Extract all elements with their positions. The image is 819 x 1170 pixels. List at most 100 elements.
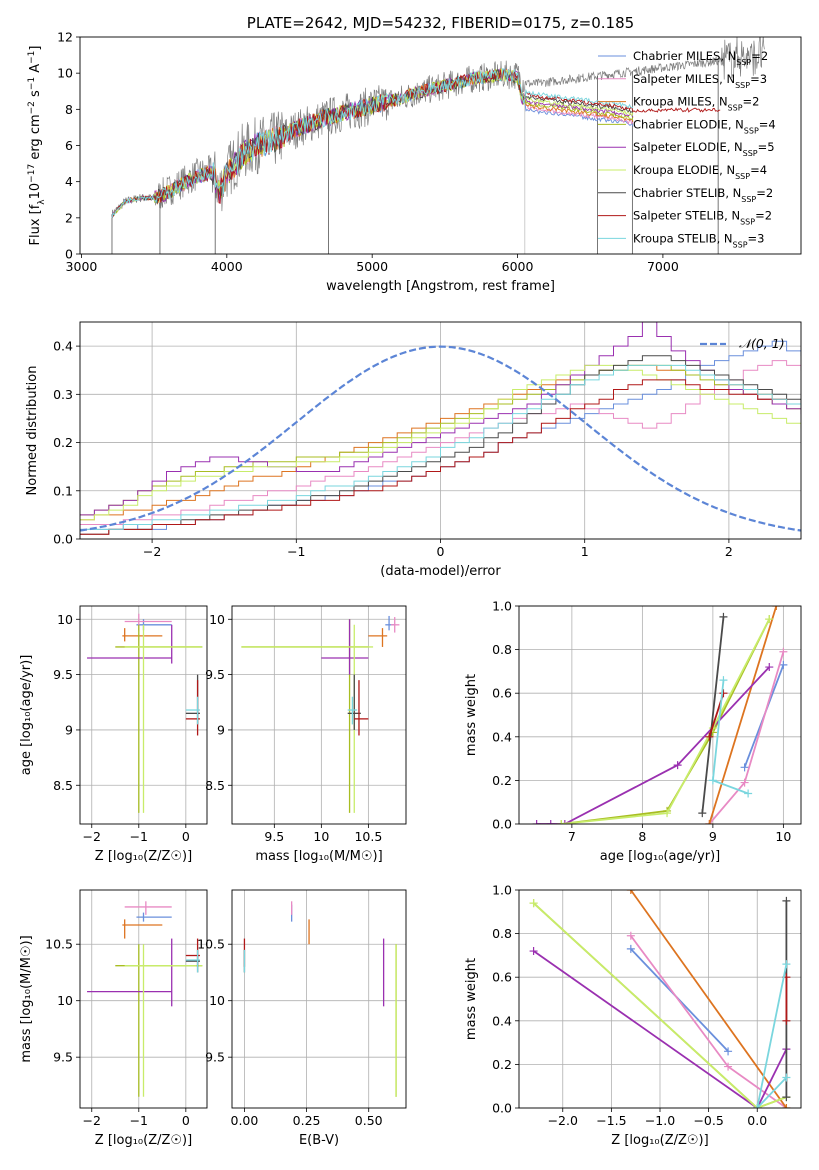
age-vs-z-axes: −2 −1 0 8.5 9 9.5 10 Z [log₁₀(Z/Z☉)] age [log₁₀(… bbox=[19, 606, 207, 864]
weight-marker bbox=[744, 789, 753, 798]
x-axis-label: (data-model)/error bbox=[380, 564, 501, 579]
y-tick-label: 9.5 bbox=[205, 667, 225, 682]
y-tick-label: 12 bbox=[57, 30, 73, 45]
legend-label-text: Chabrier STELIB, N bbox=[633, 186, 741, 200]
x-tick-label: 9.5 bbox=[264, 829, 284, 844]
legend-label: Chabrier STELIB, NSSP=2 bbox=[633, 186, 773, 204]
legend-label-text: Kroupa MILES, N bbox=[633, 95, 728, 109]
histogram-chabrier-stelib bbox=[80, 355, 801, 535]
x-tick-label: −2.0 bbox=[548, 1113, 578, 1128]
weight-marker bbox=[782, 960, 791, 969]
y-axis-label: mass weight bbox=[464, 958, 479, 1040]
histogram-chabrier-miles bbox=[80, 340, 801, 530]
errorbar-kroupa-stelib bbox=[347, 696, 358, 725]
x-tick-label: 0 bbox=[437, 544, 445, 559]
y-tick-label: 10.5 bbox=[45, 937, 73, 952]
weight-marker bbox=[532, 820, 541, 824]
weight-line bbox=[533, 950, 788, 1108]
errorbar-kroupa-elodie bbox=[124, 944, 203, 1097]
y-tick-label: 9.5 bbox=[205, 1050, 225, 1065]
y-tick-label: 0.6 bbox=[492, 970, 512, 985]
weight-marker bbox=[719, 612, 728, 621]
weight-marker bbox=[626, 944, 635, 953]
weight-marker bbox=[560, 820, 569, 824]
x-tick-label: −0.5 bbox=[693, 1113, 723, 1128]
legend-label-suffix: =2 bbox=[751, 49, 768, 63]
x-tick-label: 1 bbox=[581, 544, 589, 559]
weight-line bbox=[701, 616, 725, 814]
y-tick-label: 10 bbox=[57, 66, 73, 81]
legend-label-sub: SSP bbox=[740, 217, 755, 226]
errorbar-kroupa-stelib bbox=[185, 949, 200, 973]
y-tick-label: 2 bbox=[65, 210, 73, 225]
y-tick-label: 0.4 bbox=[492, 729, 512, 744]
errorbar-kroupa-elodie bbox=[124, 624, 203, 813]
age-vs-mass-frame bbox=[231, 605, 407, 825]
y-tick-label: 0.2 bbox=[492, 773, 512, 788]
y-tick-label: 8.5 bbox=[205, 778, 225, 793]
y-label-part: Flux [f bbox=[28, 204, 43, 245]
y-tick-label: 0.8 bbox=[492, 926, 512, 941]
x-axis-label: Z [log₁₀(Z/Z☉)] bbox=[95, 1133, 192, 1148]
errorbar-salpeter-elodie bbox=[87, 938, 173, 1007]
mass-vs-z-axes: −2 −1 0 9.5 10 10.5 Z [log₁₀(Z/Z☉)] mass [log₁₀… bbox=[19, 890, 207, 1148]
weight-marker bbox=[782, 1073, 791, 1082]
y-label-part: A bbox=[28, 64, 43, 77]
y-tick-label: 0.2 bbox=[492, 1057, 512, 1072]
x-tick-label: 0 bbox=[182, 1113, 190, 1128]
x-tick-label: 10.5 bbox=[354, 829, 382, 844]
y-tick-label: 6 bbox=[65, 138, 73, 153]
y-tick-label: 10 bbox=[57, 612, 73, 627]
y-axis-label: mass [log₁₀(M/M☉)] bbox=[19, 935, 34, 1062]
weight-marker bbox=[698, 809, 707, 818]
weight-marker bbox=[529, 899, 538, 908]
weight-marker bbox=[724, 1062, 733, 1071]
x-axis-label: Z [log₁₀(Z/Z☉)] bbox=[611, 1133, 708, 1148]
model-spectrum-kroupa-miles bbox=[111, 68, 634, 219]
x-tick-label: −1.0 bbox=[645, 1113, 675, 1128]
y-tick-label: 8.5 bbox=[53, 778, 73, 793]
weight-marker bbox=[782, 896, 791, 905]
y-label-part: λ bbox=[37, 199, 47, 205]
residuals-frame bbox=[79, 321, 802, 540]
weight-marker bbox=[779, 660, 788, 669]
legend-label-text: Chabrier MILES, N bbox=[633, 49, 736, 63]
x-tick-label: 0.50 bbox=[355, 1113, 383, 1128]
legend-label-text: Salpeter ELODIE, N bbox=[633, 140, 743, 154]
weight-marker bbox=[626, 931, 635, 940]
weight-marker bbox=[626, 890, 635, 894]
weight-marker bbox=[546, 820, 555, 824]
x-tick-label: 3000 bbox=[66, 259, 98, 274]
x-tick-label: 10 bbox=[313, 829, 329, 844]
legend-label-sub: SSP bbox=[733, 240, 748, 249]
y-tick-label: 9 bbox=[217, 722, 225, 737]
legend-label-suffix: =3 bbox=[748, 231, 765, 245]
spectrum-frame bbox=[79, 36, 802, 255]
weight-marker bbox=[719, 689, 728, 698]
weight-line bbox=[561, 618, 771, 824]
weight-marker bbox=[708, 776, 717, 785]
mass-vs-ebv-axes: 0.00 0.25 0.50 9.5 10 10.5 E(B-V) bbox=[197, 890, 406, 1148]
x-tick-label: −2 bbox=[83, 829, 101, 844]
errorbar-kroupa-miles bbox=[368, 628, 388, 647]
legend-label-sub: SSP bbox=[741, 194, 756, 203]
y-label-part: −1 bbox=[27, 77, 37, 90]
y-tick-label: 0.6 bbox=[492, 686, 512, 701]
y-tick-label: 0 bbox=[65, 247, 73, 262]
x-tick-label: −1.5 bbox=[596, 1113, 626, 1128]
legend-label-sub: SSP bbox=[735, 80, 750, 89]
normal-legend-label: 𝒩(0, 1) bbox=[739, 336, 785, 351]
y-tick-label: 9.5 bbox=[53, 667, 73, 682]
x-tick-label: −1 bbox=[287, 544, 305, 559]
legend-label: Chabrier ELODIE, NSSP=4 bbox=[633, 117, 776, 135]
x-tick-label: 2 bbox=[725, 544, 733, 559]
weight-marker bbox=[724, 1047, 733, 1056]
weight-line bbox=[756, 963, 788, 1108]
legend-label: Salpeter STELIB, NSSP=2 bbox=[633, 209, 772, 227]
histogram-kroupa-stelib bbox=[80, 364, 801, 530]
y-tick-label: 8 bbox=[65, 102, 73, 117]
legend-label-sub: SSP bbox=[735, 172, 750, 181]
weight-series-salpeter-miles bbox=[626, 931, 791, 1108]
